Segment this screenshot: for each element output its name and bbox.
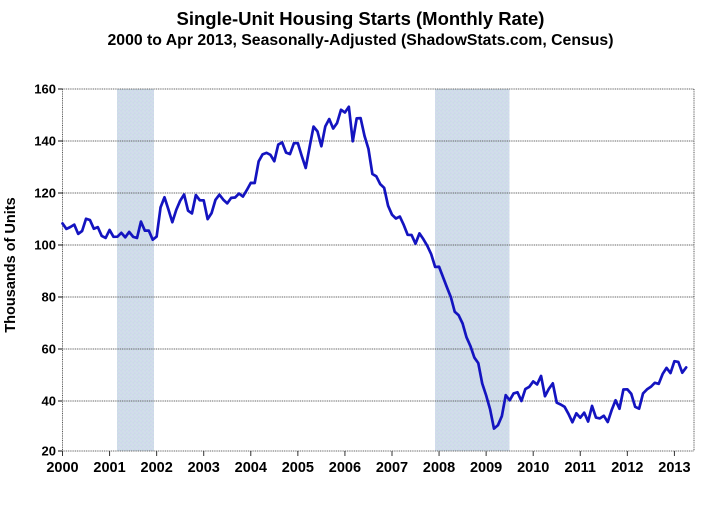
svg-text:20: 20 <box>42 444 56 459</box>
svg-text:2002: 2002 <box>141 460 173 476</box>
svg-text:60: 60 <box>42 342 56 357</box>
svg-text:2005: 2005 <box>282 460 314 476</box>
svg-text:2011: 2011 <box>565 460 596 476</box>
svg-text:2006: 2006 <box>329 460 361 476</box>
svg-text:2001: 2001 <box>93 460 125 476</box>
svg-text:2013: 2013 <box>658 460 690 476</box>
svg-text:2000: 2000 <box>46 460 78 476</box>
svg-text:2009: 2009 <box>470 460 502 476</box>
svg-text:40: 40 <box>42 394 56 409</box>
svg-text:140: 140 <box>34 134 56 149</box>
svg-text:100: 100 <box>34 238 56 253</box>
svg-text:2004: 2004 <box>235 460 267 476</box>
svg-text:2003: 2003 <box>188 460 220 476</box>
svg-text:2007: 2007 <box>376 460 408 476</box>
svg-text:160: 160 <box>34 82 56 97</box>
svg-text:2008: 2008 <box>423 460 455 476</box>
svg-text:2012: 2012 <box>611 460 643 476</box>
svg-text:120: 120 <box>34 186 56 201</box>
svg-text:2010: 2010 <box>517 460 549 476</box>
svg-text:80: 80 <box>42 290 56 305</box>
